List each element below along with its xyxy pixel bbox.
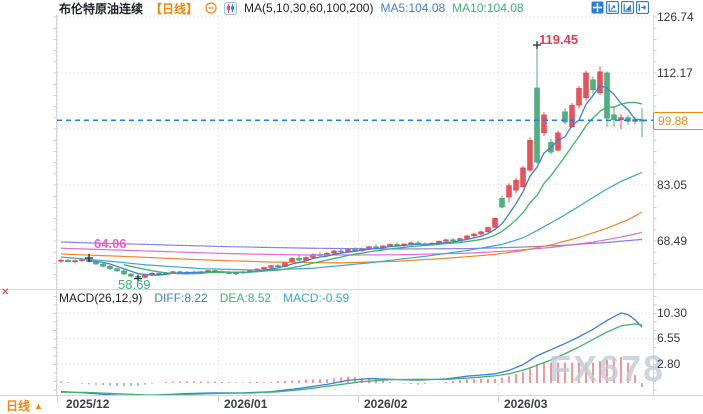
candle-body: [597, 71, 603, 94]
period-dropdown-icon: ▲: [34, 400, 43, 411]
candle-body: [590, 79, 596, 91]
candle-body: [471, 233, 477, 237]
candle-body: [506, 185, 512, 198]
candle-body: [65, 259, 71, 262]
ma5-value-label: MA5:104.08: [380, 1, 446, 15]
watermark: FX678: [549, 348, 666, 389]
candle-body: [625, 117, 631, 122]
candle-body: [618, 117, 624, 121]
candle-body: [114, 268, 120, 272]
macd-axis-label: 6.55: [657, 331, 681, 346]
candle-body: [156, 272, 162, 275]
candle-body: [478, 231, 484, 235]
macd-panel[interactable]: [60, 312, 643, 396]
candle-body: [275, 265, 281, 267]
candle-body: [555, 132, 561, 151]
candle-body: [604, 72, 610, 119]
candle-body: [611, 114, 617, 121]
candle-body: [366, 246, 372, 249]
time-axis-label: 2025/12: [66, 397, 110, 411]
candle-body: [331, 250, 337, 254]
indicator-close-icon[interactable]: ✕: [1, 287, 10, 298]
go-to-latest-icon[interactable]: [636, 1, 649, 14]
instrument-title: 布伦特原油连续: [59, 1, 144, 16]
diff-value-label: DIFF:8.22: [154, 291, 208, 305]
candle-body: [387, 244, 393, 247]
candle-body: [310, 254, 316, 258]
ma5-line: [88, 84, 643, 276]
candle-body: [534, 87, 540, 163]
main-panel[interactable]: [57, 41, 653, 283]
ma10-value-label: MA10:104.08: [452, 1, 524, 15]
time-axis-label: 2026/03: [504, 397, 548, 411]
candle-body: [128, 273, 134, 277]
ma60-line: [60, 211, 643, 264]
dea-value-label: DEA:8.52: [219, 291, 272, 305]
macd-settings-label[interactable]: MACD(26,12,9): [59, 291, 143, 305]
candle-body: [233, 272, 239, 275]
dea-line: [60, 323, 643, 395]
ma-settings-label[interactable]: MA(5,10,30,60,100,200): [244, 1, 374, 15]
candle-body: [289, 257, 295, 263]
low-price-label: 58.69: [118, 277, 151, 292]
candle-body: [520, 167, 526, 187]
candle-body: [527, 139, 533, 171]
candle-body: [303, 257, 309, 261]
fit-scale-icon[interactable]: [606, 1, 619, 14]
price-axis-label: 126.74: [657, 10, 694, 24]
candle-body: [338, 250, 344, 253]
ma10-line: [123, 101, 643, 275]
price-axis-label: 83.05: [657, 177, 688, 192]
price-axis-label: 68.49: [657, 233, 688, 248]
candle-body: [583, 72, 589, 99]
candle-body: [72, 260, 78, 262]
candle-body: [107, 266, 113, 269]
collapse-icon[interactable]: [205, 2, 217, 14]
macd-axis-label: 10.30: [657, 305, 688, 320]
price-axis-label: 112.17: [657, 66, 693, 81]
candle-body: [576, 88, 582, 106]
candle-body: [562, 111, 568, 123]
candle-body: [569, 104, 575, 127]
kline-indicator-icon[interactable]: [224, 1, 238, 15]
candle-body: [499, 198, 505, 208]
time-axis-label: 2026/02: [364, 397, 408, 411]
macd-axis-label: 2.80: [657, 356, 681, 371]
candle-body: [373, 246, 379, 248]
candle-body: [450, 239, 456, 242]
auto-scale-icon[interactable]: [621, 1, 634, 14]
candle-body: [296, 257, 302, 261]
high-price-label: 119.45: [539, 32, 579, 47]
time-axis-label: 2026/01: [224, 397, 268, 411]
pan-icon[interactable]: [591, 1, 604, 14]
candle-body: [100, 263, 106, 267]
candle-body: [492, 217, 498, 228]
candle-body: [485, 227, 491, 232]
candle-body: [541, 114, 547, 134]
candle-body: [513, 179, 519, 191]
candle-body: [79, 259, 85, 261]
candle-body: [464, 235, 470, 239]
ma30-line: [60, 171, 643, 271]
candle-body: [121, 270, 127, 275]
last-price-badge: 99.88: [653, 111, 703, 130]
macd-header: MACD(26,12,9) DIFF:8.22 DEA:8.52 MACD:-0…: [59, 291, 349, 305]
chart-toolbar: [591, 1, 649, 14]
candle-body: [261, 267, 267, 270]
candle-body: [352, 249, 358, 251]
period-selector[interactable]: 日线 ▲: [6, 397, 43, 414]
period-tag[interactable]: 【日线】: [150, 1, 199, 16]
candle-body: [268, 265, 274, 268]
candle-body: [443, 239, 449, 242]
candle-body: [149, 272, 155, 275]
macd-value-label: MACD:-0.59: [283, 291, 350, 305]
local-high-price-label: 64.06: [94, 236, 127, 251]
chart-header: 布伦特原油连续 【日线】 MA(5,10,30,60,100,200) MA5:…: [59, 1, 524, 16]
period-label: 日线: [6, 399, 31, 413]
candle-body: [58, 259, 64, 262]
